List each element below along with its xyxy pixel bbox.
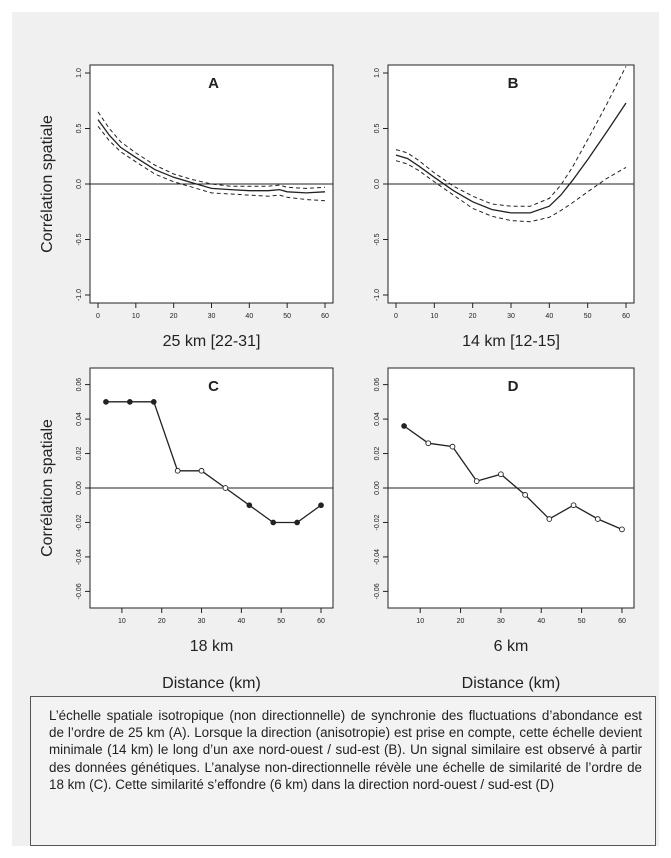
x-tick-label: 60 [317,618,325,625]
x-tick-label: 40 [245,313,253,320]
x-tick-label: 10 [416,618,424,625]
x-tick-label: 40 [237,618,245,625]
panel-title-b: B [508,75,519,92]
y-tick-label: 0.5 [374,124,381,134]
y-tick-label: 0.06 [76,378,83,392]
x-tick-label: 20 [170,313,178,320]
y-tick-label: 0.04 [374,412,381,426]
x-tick-label: 30 [208,313,216,320]
figure-canvas: -1.0 -0.5 0.0 0.5 1.0 0 10 20 30 40 50 60 A 25 km [22… [39,64,635,692]
panel-title-c: C [208,378,219,395]
data-point-c [198,467,205,474]
confidence-band-line-b [395,160,627,223]
x-tick-label: 0 [96,313,100,320]
y-tick-label: -0.06 [374,583,381,599]
y-tick-label: 0.0 [76,179,83,189]
confidence-band-line-a [97,125,326,202]
x-tick-label: 40 [537,618,545,625]
y-tick-label: -1.0 [76,289,83,301]
x-tick-label: 40 [545,313,553,320]
data-point-c [318,502,324,509]
series-line-c [106,401,322,524]
caption-text: L’échelle spatiale isotropique (non dire… [49,708,642,792]
data-point-d [449,443,456,450]
data-point-d [425,440,432,447]
y-axis-label-c: Corrélation spatiale [39,419,56,557]
y-tick-label: 1.0 [76,68,83,78]
x-tick-label: 20 [457,618,465,625]
x-tick-label: 50 [584,313,592,320]
y-tick-label: 0.0 [374,179,381,189]
x-axis-label-c: Distance (km) [162,675,261,692]
y-tick-label: -1.0 [374,289,381,301]
x-tick-label: 20 [158,618,166,625]
y-tick-label: 0.06 [374,378,381,392]
confidence-band-line-a [97,111,326,189]
y-axis-label-a: Corrélation spatiale [39,115,56,253]
y-tick-label: 0.00 [76,481,83,495]
y-tick-label: 0.04 [76,412,83,426]
x-tick-label: 10 [430,313,438,320]
panel-title-a: A [208,75,219,92]
figure-caption: L’échelle spatiale isotropique (non dire… [30,696,656,846]
data-point-d [473,478,480,484]
x-axis-label-d: Distance (km) [462,675,561,692]
x-tick-label: 30 [198,618,206,625]
x-tick-label: 50 [283,313,291,320]
series-line-a [97,119,326,194]
data-point-d [594,516,601,522]
data-point-d [570,502,577,509]
y-tick-label: -0.02 [374,514,381,530]
y-tick-label: 0.02 [374,447,381,461]
y-tick-label: 0.00 [374,481,381,495]
data-point-d [619,526,625,533]
y-tick-label: -0.04 [374,549,381,565]
data-point-d [498,471,504,478]
x-tick-label: 60 [622,313,630,320]
x-tick-label: 0 [394,313,398,320]
series-line-d [403,425,623,530]
panel-subtitle-c: 18 km [190,638,234,655]
data-point-c [150,398,157,405]
data-point-c [127,398,133,405]
y-tick-label: 1.0 [374,68,381,78]
x-tick-label: 50 [277,618,285,625]
data-point-c [174,467,181,474]
y-tick-label: -0.5 [76,233,83,245]
x-tick-label: 60 [618,618,626,625]
x-tick-label: 50 [578,618,586,625]
y-tick-label: -0.02 [76,514,83,530]
y-tick-label: -0.5 [374,233,381,245]
data-point-c [222,485,229,491]
data-point-c [270,519,277,526]
data-point-c [103,398,109,405]
data-point-d [401,423,407,429]
x-tick-label: 20 [469,313,477,320]
panel-title-d: D [508,378,519,395]
data-point-d [546,516,553,522]
y-tick-label: 0.5 [76,124,83,134]
x-tick-label: 30 [497,618,505,625]
y-tick-label: 0.02 [76,447,83,461]
x-tick-label: 10 [132,313,140,320]
panel-subtitle-a: 25 km [22-31] [163,333,261,350]
panel-subtitle-b: 14 km [12-15] [462,333,560,350]
x-tick-label: 10 [118,618,126,625]
y-tick-label: -0.04 [76,549,83,565]
series-line-b [395,102,627,214]
x-tick-label: 30 [507,313,515,320]
data-point-c [246,502,253,509]
y-tick-label: -0.06 [76,583,83,599]
data-point-c [294,519,300,526]
x-tick-label: 60 [321,313,329,320]
data-point-d [522,492,528,498]
panel-subtitle-d: 6 km [494,638,529,655]
